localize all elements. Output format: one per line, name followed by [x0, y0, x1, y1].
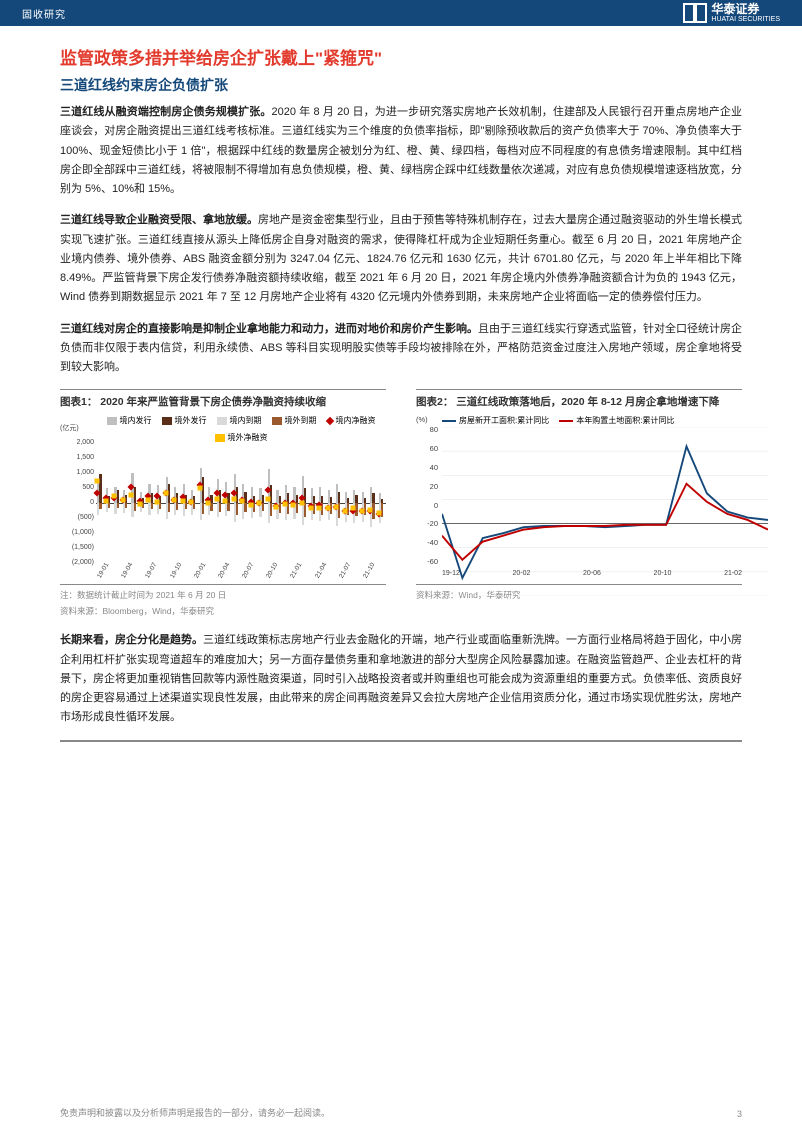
- section-title: 三道红线约束房企负债扩张: [60, 75, 742, 95]
- footer: 免责声明和披露以及分析师声明是报告的一部分，请务必一起阅读。 3: [0, 1106, 802, 1119]
- chart2-box: 图表2： 三道红线政策落地后，2020 年 8-12 月房企拿地增速下降 房屋新…: [416, 389, 742, 617]
- top-bar: 固收研究 华泰证券 HUATAI SECURITIES: [0, 0, 802, 26]
- logo-text: 华泰证券 HUATAI SECURITIES: [711, 3, 780, 24]
- intro-paragraphs: 三道红线从融资端控制房企债务规模扩张。2020 年 8 月 20 日，为进一步研…: [60, 103, 742, 377]
- legend-item: 境内到期: [217, 415, 262, 426]
- charts-row: 图表1： 2020 年来严监管背景下房企债券净融资持续收缩 (亿元) 境内发行境…: [60, 389, 742, 617]
- legend-item: 境外到期: [272, 415, 317, 426]
- after-chart-paragraph: 长期来看，房企分化是趋势。三道红线政策标志房地产行业去金融化的开端，地产行业或面…: [60, 631, 742, 727]
- chart1-title: 图表1： 2020 年来严监管背景下房企债券净融资持续收缩: [60, 389, 386, 409]
- page: 固收研究 华泰证券 HUATAI SECURITIES 监管政策多措并举给房企扩…: [0, 0, 802, 1133]
- footer-line: [60, 740, 742, 742]
- chart2-area: 房屋新开工面积:累计同比本年购置土地面积:累计同比 806040200-20-4…: [416, 415, 742, 585]
- page-title: 监管政策多措并举给房企扩张戴上"紧箍咒": [60, 44, 742, 69]
- logo-block: 华泰证券 HUATAI SECURITIES: [683, 3, 780, 24]
- legend-item: 境内发行: [107, 415, 152, 426]
- paragraph: 三道红线对房企的直接影响是抑制企业拿地能力和动力，进而对地价和房价产生影响。且由…: [60, 320, 742, 378]
- chart1-note: 注：数据统计截止时间为 2021 年 6 月 20 日: [60, 589, 386, 601]
- chart2-legend: 房屋新开工面积:累计同比本年购置土地面积:累计同比: [442, 415, 742, 426]
- chart1-area: (亿元) 境内发行境外发行境内到期境外到期境内净融资境外净融资 2,0001,5…: [60, 415, 386, 585]
- legend-item: 境内净融资: [327, 415, 376, 426]
- paragraph: 三道红线从融资端控制房企债务规模扩张。2020 年 8 月 20 日，为进一步研…: [60, 103, 742, 199]
- chart2-xaxis: 19-1220-0220-0620-1021-02: [442, 570, 742, 584]
- chart1-xaxis: 19-0119-0419-0719-1020-0120-0420-0720-10…: [96, 568, 386, 584]
- chart2-yaxis: 806040200-20-40-60: [416, 425, 438, 566]
- logo-icon: [683, 3, 707, 23]
- legend-item: 房屋新开工面积:累计同比: [442, 415, 549, 426]
- paragraph: 长期来看，房企分化是趋势。三道红线政策标志房地产行业去金融化的开端，地产行业或面…: [60, 631, 742, 727]
- logo-en: HUATAI SECURITIES: [711, 16, 780, 24]
- page-number: 3: [737, 1109, 742, 1119]
- content-area: 监管政策多措并举给房企扩张戴上"紧箍咒" 三道红线约束房企负债扩张 三道红线从融…: [0, 26, 802, 728]
- footer-disclaimer: 免责声明和披露以及分析师声明是报告的一部分，请务必一起阅读。: [60, 1106, 330, 1119]
- legend-item: 境外发行: [162, 415, 207, 426]
- chart1-plot: [96, 439, 386, 566]
- chart1-box: 图表1： 2020 年来严监管背景下房企债券净融资持续收缩 (亿元) 境内发行境…: [60, 389, 386, 617]
- chart1-source: 资料来源：Bloomberg，Wind，华泰研究: [60, 605, 386, 617]
- legend-item: 本年购置土地面积:累计同比: [559, 415, 674, 426]
- logo-cn: 华泰证券: [711, 3, 780, 16]
- chart2-unit: (%): [416, 415, 428, 424]
- chart1-yaxis: 2,0001,5001,0005000(500)(1,000)(1,500)(2…: [60, 439, 94, 566]
- paragraph: 三道红线导致企业融资受限、拿地放缓。房地产是资金密集型行业，且由于预售等特殊机制…: [60, 211, 742, 307]
- chart2-title: 图表2： 三道红线政策落地后，2020 年 8-12 月房企拿地增速下降: [416, 389, 742, 409]
- header-category: 固收研究: [22, 6, 66, 21]
- chart1-unit: (亿元): [60, 423, 79, 433]
